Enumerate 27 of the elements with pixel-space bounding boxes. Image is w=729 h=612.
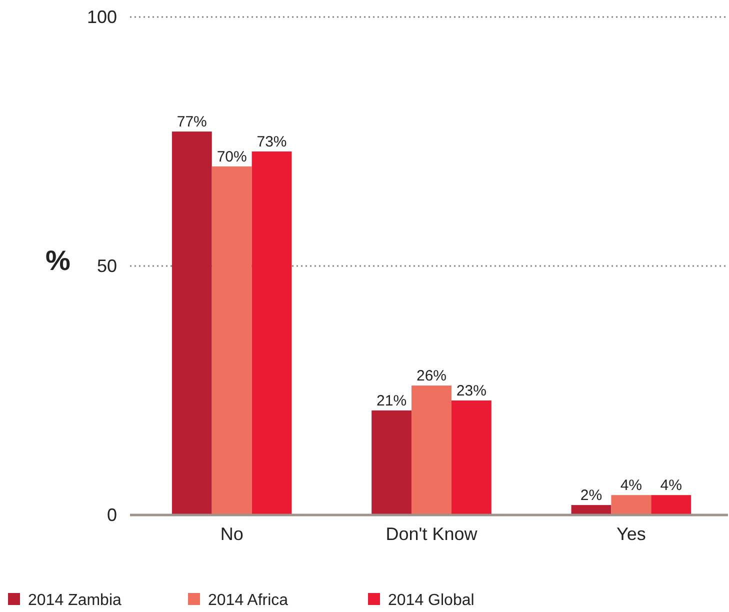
data-label: 2% [580, 487, 602, 504]
y-tick-label: 100 [86, 6, 117, 27]
bar [451, 400, 492, 515]
data-label: 77% [176, 114, 207, 131]
y-axis-title: % [46, 245, 71, 276]
x-tick-label: Don't Know [386, 524, 478, 544]
data-label: 26% [416, 368, 447, 385]
bar [172, 132, 212, 515]
y-tick-label: 50 [96, 256, 117, 276]
data-label: 21% [376, 392, 407, 410]
bar [252, 151, 292, 515]
x-tick-label: Yes [616, 524, 646, 544]
bar [412, 386, 452, 515]
data-label: 73% [256, 133, 287, 150]
legend-label: 2014 Africa [208, 592, 288, 609]
data-label: 70% [216, 148, 247, 166]
x-tick-label: No [220, 524, 244, 544]
legend-label: 2014 Global [388, 592, 474, 609]
y-tick-label: 0 [106, 504, 117, 525]
bar [212, 166, 252, 515]
bar [372, 410, 412, 515]
bar [651, 495, 692, 515]
data-label: 4% [660, 477, 682, 494]
data-label: 4% [620, 477, 642, 494]
data-label: 23% [456, 382, 486, 400]
legend-label: 2014 Zambia [28, 592, 122, 609]
bar [611, 495, 652, 515]
